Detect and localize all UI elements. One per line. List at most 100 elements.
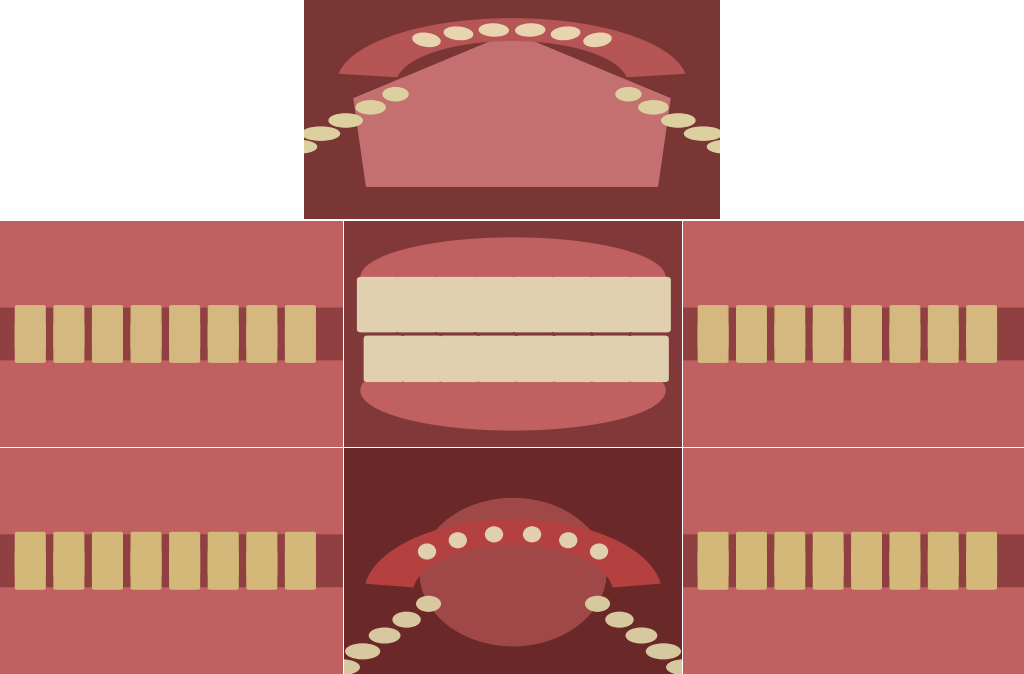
FancyBboxPatch shape — [683, 448, 1024, 534]
FancyBboxPatch shape — [286, 324, 315, 362]
FancyBboxPatch shape — [54, 532, 84, 576]
Ellipse shape — [302, 127, 340, 140]
FancyBboxPatch shape — [852, 532, 882, 576]
FancyBboxPatch shape — [775, 306, 805, 348]
FancyBboxPatch shape — [775, 532, 805, 576]
FancyBboxPatch shape — [435, 278, 476, 332]
FancyBboxPatch shape — [478, 336, 517, 381]
Ellipse shape — [346, 644, 380, 658]
FancyBboxPatch shape — [474, 278, 515, 332]
FancyBboxPatch shape — [929, 532, 958, 576]
Ellipse shape — [516, 24, 545, 36]
FancyBboxPatch shape — [15, 532, 45, 576]
Ellipse shape — [627, 628, 656, 643]
Ellipse shape — [584, 33, 611, 47]
FancyBboxPatch shape — [92, 324, 122, 362]
Ellipse shape — [444, 27, 473, 40]
FancyBboxPatch shape — [170, 551, 200, 589]
Ellipse shape — [323, 660, 359, 674]
FancyBboxPatch shape — [630, 278, 670, 332]
FancyBboxPatch shape — [736, 306, 766, 348]
FancyBboxPatch shape — [516, 336, 555, 381]
FancyBboxPatch shape — [54, 551, 84, 589]
Ellipse shape — [420, 499, 606, 646]
FancyBboxPatch shape — [929, 324, 958, 362]
Polygon shape — [354, 33, 670, 186]
FancyBboxPatch shape — [170, 306, 200, 348]
FancyBboxPatch shape — [890, 324, 920, 362]
FancyBboxPatch shape — [0, 361, 343, 447]
FancyBboxPatch shape — [852, 324, 882, 362]
FancyBboxPatch shape — [92, 551, 122, 589]
FancyBboxPatch shape — [247, 532, 276, 576]
Ellipse shape — [616, 88, 641, 100]
Ellipse shape — [606, 612, 633, 627]
Ellipse shape — [479, 24, 508, 36]
FancyBboxPatch shape — [890, 551, 920, 589]
FancyBboxPatch shape — [209, 324, 238, 362]
FancyBboxPatch shape — [552, 278, 593, 332]
FancyBboxPatch shape — [775, 324, 805, 362]
FancyBboxPatch shape — [736, 324, 766, 362]
FancyBboxPatch shape — [15, 324, 45, 362]
Ellipse shape — [551, 27, 580, 40]
FancyBboxPatch shape — [286, 532, 315, 576]
Ellipse shape — [356, 100, 385, 114]
FancyBboxPatch shape — [402, 336, 441, 381]
FancyBboxPatch shape — [247, 324, 276, 362]
FancyBboxPatch shape — [967, 306, 996, 348]
FancyBboxPatch shape — [813, 532, 843, 576]
FancyBboxPatch shape — [440, 336, 479, 381]
Polygon shape — [340, 19, 684, 77]
Ellipse shape — [646, 644, 680, 658]
Ellipse shape — [393, 612, 420, 627]
FancyBboxPatch shape — [0, 221, 343, 307]
Ellipse shape — [419, 544, 435, 559]
FancyBboxPatch shape — [247, 551, 276, 589]
FancyBboxPatch shape — [209, 551, 238, 589]
Polygon shape — [304, 0, 720, 219]
FancyBboxPatch shape — [736, 532, 766, 576]
FancyBboxPatch shape — [0, 448, 343, 534]
Ellipse shape — [667, 660, 703, 674]
FancyBboxPatch shape — [775, 551, 805, 589]
FancyBboxPatch shape — [170, 532, 200, 576]
FancyBboxPatch shape — [131, 324, 161, 362]
FancyBboxPatch shape — [15, 306, 45, 348]
Ellipse shape — [560, 533, 577, 547]
FancyBboxPatch shape — [92, 306, 122, 348]
FancyBboxPatch shape — [698, 324, 728, 362]
Ellipse shape — [639, 100, 668, 114]
Polygon shape — [367, 520, 659, 587]
Ellipse shape — [360, 351, 666, 430]
Ellipse shape — [417, 596, 440, 611]
FancyBboxPatch shape — [209, 532, 238, 576]
FancyBboxPatch shape — [357, 278, 398, 332]
Ellipse shape — [485, 527, 503, 542]
FancyBboxPatch shape — [54, 306, 84, 348]
FancyBboxPatch shape — [698, 551, 728, 589]
FancyBboxPatch shape — [0, 588, 343, 674]
Ellipse shape — [708, 140, 749, 154]
FancyBboxPatch shape — [513, 278, 554, 332]
FancyBboxPatch shape — [365, 336, 403, 381]
FancyBboxPatch shape — [852, 551, 882, 589]
FancyBboxPatch shape — [54, 324, 84, 362]
FancyBboxPatch shape — [286, 306, 315, 348]
FancyBboxPatch shape — [967, 532, 996, 576]
FancyBboxPatch shape — [170, 324, 200, 362]
FancyBboxPatch shape — [286, 551, 315, 589]
FancyBboxPatch shape — [591, 278, 631, 332]
FancyBboxPatch shape — [813, 306, 843, 348]
FancyBboxPatch shape — [929, 306, 958, 348]
FancyBboxPatch shape — [209, 306, 238, 348]
FancyBboxPatch shape — [890, 532, 920, 576]
Ellipse shape — [329, 114, 362, 127]
Ellipse shape — [684, 127, 722, 140]
FancyBboxPatch shape — [967, 551, 996, 589]
Ellipse shape — [662, 114, 695, 127]
FancyBboxPatch shape — [683, 361, 1024, 447]
FancyBboxPatch shape — [630, 336, 668, 381]
FancyBboxPatch shape — [92, 532, 122, 576]
FancyBboxPatch shape — [131, 551, 161, 589]
